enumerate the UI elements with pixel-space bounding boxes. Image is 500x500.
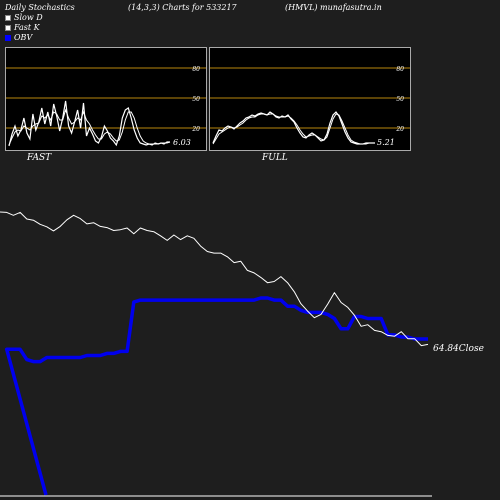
chart-params: (14,3,3) Charts for 533217: [128, 3, 237, 12]
legend-label-slow-d: Slow D: [14, 13, 43, 22]
fast-stochastic-panel: [5, 47, 207, 151]
legend-swatch-obv: [5, 34, 11, 41]
full-panel-label: FULL: [262, 153, 288, 163]
fast-slow-d-line: [8, 108, 171, 146]
full-level-label-20: 20: [395, 126, 404, 133]
full-fast-k-line: [212, 111, 375, 145]
legend-item-fast-k: Fast K: [5, 23, 40, 32]
legend-label-fast-k: Fast K: [14, 23, 40, 32]
full-slow-d-line: [212, 113, 375, 145]
full-level-label-80: 80: [396, 66, 404, 73]
legend-label-obv: OBV: [14, 33, 33, 42]
legend-swatch-fast-k: [5, 24, 11, 31]
fast-level-label-80: 80: [192, 66, 200, 73]
legend-item-slow-d: Slow D: [5, 13, 43, 22]
fast-level-label-50: 50: [192, 96, 200, 103]
obv-line: [4, 296, 428, 496]
chart-source: (HMVL) munafasutra.in: [285, 3, 382, 12]
legend-item-obv: OBV: [5, 33, 32, 42]
chart-title: Daily Stochastics: [5, 3, 75, 12]
legend-swatch-slow-d: [5, 14, 11, 21]
full-last-value-label: 5.21: [377, 138, 395, 147]
close-price-line: [0, 211, 429, 347]
last-close-label: 64.84Close: [433, 344, 484, 354]
fast-level-label-20: 20: [191, 126, 200, 133]
fast-panel-label: FAST: [27, 153, 52, 163]
fast-fast-k-line: [8, 100, 170, 147]
fast-last-value-label: 6.03: [173, 138, 191, 147]
full-level-label-50: 50: [396, 96, 404, 103]
